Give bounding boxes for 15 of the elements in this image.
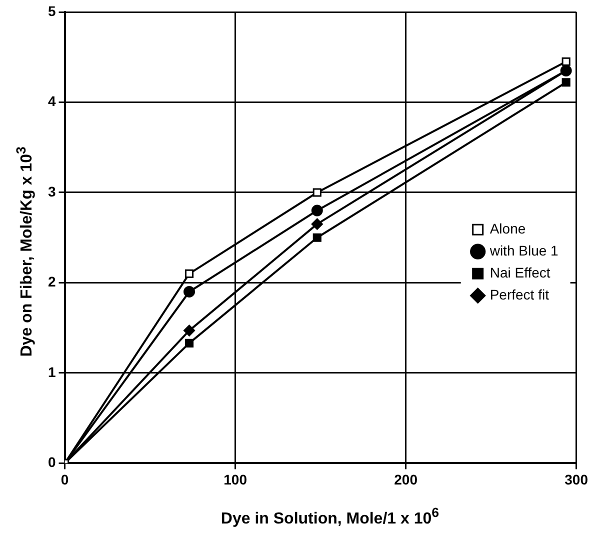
y-tick-label: 3 [48,183,56,200]
legend-label: Nai Effect [490,264,550,280]
y-tick-label: 1 [48,364,56,380]
x-axis-title: Dye in Solution, Mole/1 x 10$^{6}$ [220,505,440,528]
x-tick-label: 300 [564,471,588,488]
x-tick-label: 200 [394,471,418,488]
y-tick-label: 4 [48,93,56,110]
legend-label: Perfect fit [490,286,550,302]
x-tick-label: 0 [60,471,69,488]
y-tick-label: 0 [48,454,56,470]
x-tick-label: 100 [224,471,248,488]
legend-label: Alone [490,220,526,236]
y-tick-label: 2 [48,274,56,290]
y-tick-label: 5 [48,2,56,19]
legend-label: with Blue 1 [488,242,559,258]
